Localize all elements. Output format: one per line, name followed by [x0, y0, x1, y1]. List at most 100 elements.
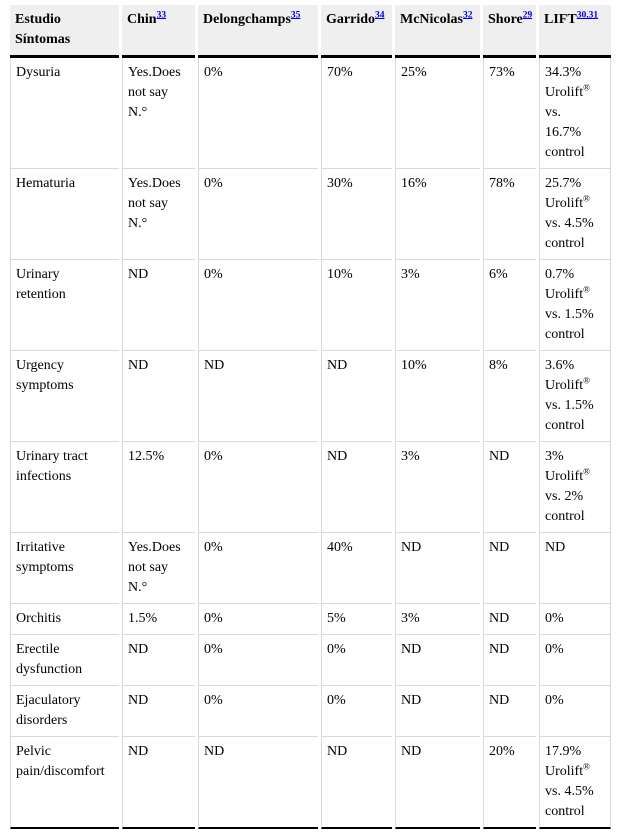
value-cell: 20%: [483, 737, 536, 829]
value-cell: 1.5%: [122, 604, 195, 635]
table-row: Urinary tract infections 12.5% 0% ND 3% ND 3% Ur…: [10, 442, 611, 533]
value-cell: ND: [483, 635, 536, 686]
registered-mark: ®: [583, 375, 590, 386]
row-label-cell: Pelvic pain/discomfort: [10, 737, 119, 829]
row-label-cell: Irritative symptoms: [10, 533, 119, 604]
row-label-cell: Urinary tract infections: [10, 442, 119, 533]
reference-link[interactable]: 29: [522, 10, 533, 21]
value-cell: 0%: [539, 604, 611, 635]
value-cell: Yes.Does not say N.°: [122, 533, 195, 604]
table-row: Ejaculatory disorders ND 0% 0% ND ND 0%: [10, 686, 611, 737]
reference-link[interactable]: 33: [156, 10, 167, 21]
value-cell: 34.3% Urolift® vs. 16.7% control: [539, 58, 611, 169]
value-cell: 0%: [321, 635, 392, 686]
value-cell: 8%: [483, 351, 536, 442]
value-cell: ND: [122, 635, 195, 686]
table-row: Irritative symptoms Yes.Does not say N.° 0% 40…: [10, 533, 611, 604]
value-cell: 3%: [395, 604, 480, 635]
value-cell: 17.9% Urolift® vs. 4.5% control: [539, 737, 611, 829]
value-cell: 3%: [395, 442, 480, 533]
value-cell: 73%: [483, 58, 536, 169]
value-cell: 12.5%: [122, 442, 195, 533]
registered-mark: ®: [583, 82, 590, 93]
value-cell: ND: [483, 533, 536, 604]
row-label-cell: Dysuria: [10, 58, 119, 169]
column-header: Estudio Síntomas: [10, 5, 119, 58]
column-header: McNicolas32: [395, 5, 480, 58]
value-cell: 0%: [198, 533, 318, 604]
column-label: Shore: [488, 12, 523, 27]
reference-link[interactable]: 32: [462, 10, 473, 21]
value-cell: 30%: [321, 169, 392, 260]
study-symptoms-table: Estudio Síntomas Chin33 Delongchamps35 Garri…: [7, 5, 614, 829]
value-cell: ND: [483, 442, 536, 533]
table-row: Urgency symptoms ND ND ND 10% 8% 3.6% Urolift® vs…: [10, 351, 611, 442]
column-header: LIFT30,31: [539, 5, 611, 58]
value-cell: ND: [122, 686, 195, 737]
column-label: Estudio Síntomas: [15, 12, 71, 47]
row-label-cell: Ejaculatory disorders: [10, 686, 119, 737]
column-label: Chin: [127, 12, 157, 27]
column-label: McNicolas: [400, 12, 463, 27]
value-cell: Yes.Does not say N.°: [122, 169, 195, 260]
value-cell: 16%: [395, 169, 480, 260]
row-label-cell: Erectile dysfunction: [10, 635, 119, 686]
value-cell: ND: [395, 686, 480, 737]
registered-mark: ®: [583, 193, 590, 204]
row-label-cell: Urgency symptoms: [10, 351, 119, 442]
registered-mark: ®: [583, 284, 590, 295]
value-cell: 0%: [198, 169, 318, 260]
value-cell: ND: [122, 260, 195, 351]
row-label-cell: Hematuria: [10, 169, 119, 260]
value-cell: ND: [321, 351, 392, 442]
column-header: Delongchamps35: [198, 5, 318, 58]
value-cell: 10%: [321, 260, 392, 351]
column-label: LIFT: [544, 12, 577, 27]
table-row: Orchitis 1.5% 0% 5% 3% ND 0%: [10, 604, 611, 635]
row-label-cell: Urinary retention: [10, 260, 119, 351]
table-body: Dysuria Yes.Does not say N.° 0% 70% 25% 73% 34.3…: [10, 58, 611, 829]
reference-link[interactable]: 34: [375, 10, 385, 21]
value-cell: 40%: [321, 533, 392, 604]
value-cell: 0%: [198, 635, 318, 686]
value-cell: ND: [122, 737, 195, 829]
table-row: Dysuria Yes.Does not say N.° 0% 70% 25% 73% 34.3…: [10, 58, 611, 169]
table-row: Hematuria Yes.Does not say N.° 0% 30% 16% 78% 25…: [10, 169, 611, 260]
value-cell: ND: [198, 351, 318, 442]
registered-mark: ®: [583, 761, 590, 772]
reference-link[interactable]: 30,31: [576, 10, 599, 21]
value-cell: ND: [198, 737, 318, 829]
value-cell: ND: [395, 533, 480, 604]
value-cell: ND: [539, 533, 611, 604]
column-header: Chin33: [122, 5, 195, 58]
value-cell: ND: [321, 442, 392, 533]
value-cell: 0%: [198, 260, 318, 351]
header-row: Estudio Síntomas Chin33 Delongchamps35 Garri…: [10, 5, 611, 58]
value-cell: ND: [395, 635, 480, 686]
value-cell: ND: [483, 686, 536, 737]
table-row: Pelvic pain/discomfort ND ND ND ND 20% 17.9% Uro…: [10, 737, 611, 829]
value-cell: 3%: [395, 260, 480, 351]
value-cell: 0%: [198, 604, 318, 635]
column-header: Shore29: [483, 5, 536, 58]
value-cell: 78%: [483, 169, 536, 260]
value-cell: 6%: [483, 260, 536, 351]
table-row: Erectile dysfunction ND 0% 0% ND ND 0%: [10, 635, 611, 686]
column-label: Garrido: [326, 12, 375, 27]
value-cell: ND: [321, 737, 392, 829]
value-cell: 0%: [198, 686, 318, 737]
value-cell: 3.6% Urolift® vs. 1.5% control: [539, 351, 611, 442]
value-cell: 25.7% Urolift® vs. 4.5% control: [539, 169, 611, 260]
value-cell: Yes.Does not say N.°: [122, 58, 195, 169]
value-cell: 10%: [395, 351, 480, 442]
value-cell: 25%: [395, 58, 480, 169]
value-cell: 3% Urolift® vs. 2% control: [539, 442, 611, 533]
column-label: Delongchamps: [203, 12, 291, 27]
column-header: Garrido34: [321, 5, 392, 58]
value-cell: ND: [483, 604, 536, 635]
registered-mark: ®: [583, 466, 590, 477]
value-cell: 0.7% Urolift® vs. 1.5% control: [539, 260, 611, 351]
value-cell: ND: [395, 737, 480, 829]
reference-link[interactable]: 35: [290, 10, 301, 21]
value-cell: 5%: [321, 604, 392, 635]
